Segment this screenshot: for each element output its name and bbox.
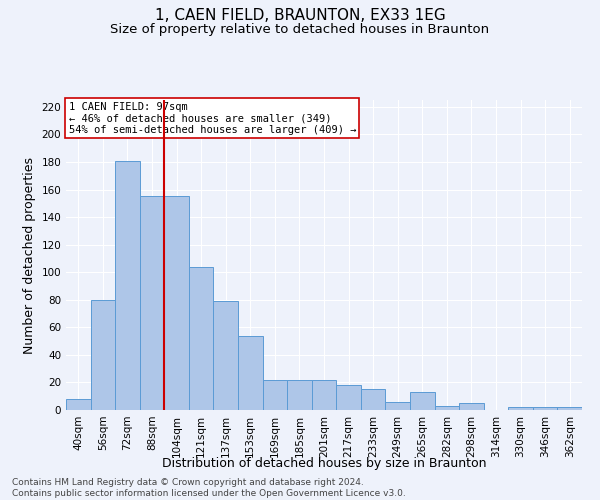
Bar (263, 380, 287, 410)
Bar (287, 380, 312, 410)
Bar (459, 403, 484, 410)
Bar (533, 407, 557, 410)
Bar (312, 380, 336, 410)
Y-axis label: Number of detached properties: Number of detached properties (23, 156, 36, 354)
Bar (336, 385, 361, 410)
Text: Distribution of detached houses by size in Braunton: Distribution of detached houses by size … (162, 458, 486, 470)
Bar (189, 266, 214, 410)
Bar (508, 407, 533, 410)
Bar (361, 390, 385, 410)
Text: Contains HM Land Registry data © Crown copyright and database right 2024.
Contai: Contains HM Land Registry data © Crown c… (12, 478, 406, 498)
Bar (66, 399, 91, 410)
Bar (164, 196, 189, 410)
Bar (91, 300, 115, 410)
Text: Size of property relative to detached houses in Braunton: Size of property relative to detached ho… (110, 22, 490, 36)
Bar (434, 406, 459, 410)
Text: 1 CAEN FIELD: 97sqm
← 46% of detached houses are smaller (349)
54% of semi-detac: 1 CAEN FIELD: 97sqm ← 46% of detached ho… (68, 102, 356, 134)
Bar (115, 160, 140, 410)
Text: 1, CAEN FIELD, BRAUNTON, EX33 1EG: 1, CAEN FIELD, BRAUNTON, EX33 1EG (155, 8, 445, 22)
Bar (385, 402, 410, 410)
Bar (410, 392, 434, 410)
Bar (140, 196, 164, 410)
Bar (238, 336, 263, 410)
Bar (214, 301, 238, 410)
Bar (557, 407, 582, 410)
